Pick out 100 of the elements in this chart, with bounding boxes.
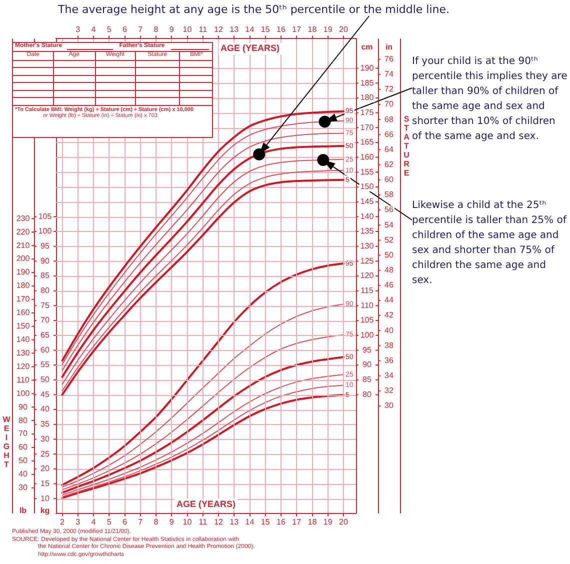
- y2-tick-label: 140: [16, 334, 30, 344]
- y2-axis-title: in: [385, 42, 393, 52]
- y-tick-label: 85: [362, 375, 372, 384]
- x-tick-label: 6: [122, 517, 128, 526]
- y2-tick-label: 46: [384, 280, 394, 290]
- y-tick-label: 150: [360, 182, 374, 192]
- x2-tick-label: 7: [138, 25, 144, 34]
- y2-tick-label: 66: [384, 130, 394, 139]
- y2-tick-label: 70: [18, 429, 28, 438]
- x-tick-label: 14: [245, 517, 255, 526]
- y-tick-label: 95: [40, 242, 50, 251]
- y-tick-label: 75: [40, 300, 50, 310]
- x2-tick-label: 4: [91, 25, 96, 34]
- y-tick-label: 20: [40, 464, 50, 474]
- x-tick-label: 11: [198, 517, 208, 526]
- x2-axis-title: AGE (YEARS): [220, 43, 280, 54]
- y2-tick-label: 50: [18, 456, 28, 466]
- x2-tick-label: 19: [323, 25, 333, 34]
- x-tick-label: 13: [230, 517, 240, 526]
- y-tick-label: 165: [360, 138, 374, 147]
- y2-tick-label: 58: [384, 190, 394, 200]
- y-tick-label: 155: [360, 167, 374, 176]
- y-tick-label: 135: [360, 226, 374, 236]
- y2-tick-label: 230: [16, 214, 30, 223]
- y2-tick-label: 42: [384, 310, 394, 320]
- y-tick-label: 55: [40, 360, 50, 370]
- x-tick-label: 5: [106, 517, 112, 526]
- y2-tick-label: 70: [384, 100, 394, 109]
- y-tick-label: 180: [360, 93, 374, 102]
- y-tick-label: 185: [360, 78, 374, 88]
- x2-tick-label: 20: [339, 25, 348, 34]
- x2-tick-label: 15: [260, 25, 270, 34]
- x2-tick-label: 8: [154, 25, 159, 34]
- y2-tick-label: 64: [384, 144, 394, 154]
- y-tick-label: 40: [40, 404, 50, 414]
- x-tick-label: 18: [308, 517, 318, 526]
- annotation: If your child is at the 90ᵗʰ percentile this implies they are taller than 90% of children of the same age and sex and shorter than 10% of children of the same age and sex.: [412, 55, 568, 144]
- y2-tick-label: 44: [384, 296, 394, 305]
- y-tick-label: 190: [360, 63, 374, 72]
- y2-tick-label: 60: [18, 442, 28, 452]
- x-tick-label: 3: [76, 517, 81, 526]
- x2-tick-label: 13: [230, 25, 240, 34]
- y2-tick-label: 56: [384, 205, 394, 214]
- y2-tick-label: 100: [16, 388, 30, 398]
- x-axis-title: AGE (YEARS): [176, 498, 236, 509]
- y2-tick-label: 72: [384, 84, 394, 94]
- x-tick-label: 15: [260, 517, 270, 526]
- x-tick-label: 4: [91, 517, 96, 526]
- x2-tick-label: 17: [292, 25, 302, 34]
- y-tick-label: 95: [362, 345, 372, 354]
- y-tick-label: 10: [40, 494, 50, 503]
- x-tick-label: 12: [214, 517, 224, 526]
- y2-tick-label: 40: [18, 470, 28, 479]
- y2-tick-label: 30: [18, 483, 28, 492]
- y-tick-label: 25: [40, 449, 50, 458]
- text: STATURE: [402, 114, 411, 178]
- y-tick-label: 120: [360, 271, 374, 280]
- y2-tick-label: 90: [18, 402, 28, 412]
- y-tick-label: 15: [40, 478, 50, 488]
- y2-tick-label: 40: [384, 326, 394, 335]
- y-tick-label: 170: [360, 122, 374, 132]
- annotation: The average height at any age is the 50ᵗʰ percentile or the middle line.: [58, 3, 450, 17]
- x2-tick-label: 18: [308, 25, 318, 34]
- y-tick-label: 45: [40, 390, 50, 399]
- y-tick-label: 105: [38, 212, 52, 221]
- y-tick-label: 140: [360, 212, 374, 221]
- y2-axis-title: lb: [19, 506, 27, 515]
- x2-tick-label: 16: [276, 25, 286, 34]
- x2-tick-label: 10: [182, 25, 192, 34]
- y2-tick-label: 150: [16, 322, 30, 331]
- y2-tick-label: 80: [18, 416, 28, 425]
- y-tick-label: 130: [360, 242, 374, 251]
- y-tick-label: 65: [40, 330, 50, 340]
- y2-tick-label: 32: [384, 386, 394, 396]
- y2-tick-label: 60: [384, 175, 394, 184]
- y2-tick-label: 68: [384, 114, 394, 124]
- y-tick-label: 90: [362, 360, 372, 370]
- y2-tick-label: 38: [384, 340, 394, 350]
- y-tick-label: 70: [40, 316, 50, 325]
- x-tick-label: 2: [60, 517, 66, 526]
- y2-tick-label: 190: [16, 268, 30, 277]
- y2-tick-label: 200: [16, 254, 30, 264]
- annotation: Likewise a child at the 25ᵗʰ percentile is taller than 25% of children of the same age and sex and shorter than 75% of children the same age and sex.: [412, 199, 568, 288]
- y2-tick-label: 52: [384, 235, 394, 244]
- y-tick-label: 110: [360, 300, 374, 310]
- x-tick-label: 8: [154, 517, 159, 526]
- y-tick-label: 60: [40, 345, 50, 354]
- y2-tick-label: 76: [384, 54, 394, 64]
- y-tick-label: 80: [40, 286, 50, 296]
- x-tick-label: 10: [182, 517, 192, 526]
- y-axis-title: cm: [361, 42, 373, 52]
- y-tick-label: 50: [40, 375, 50, 384]
- y-tick-label: 35: [40, 420, 50, 429]
- y2-tick-label: 48: [384, 266, 394, 275]
- x-tick-label: 9: [169, 517, 174, 526]
- y-tick-label: 100: [38, 226, 52, 236]
- y2-tick-label: 170: [16, 294, 30, 304]
- y-tick-label: 105: [360, 316, 374, 325]
- y2-tick-label: 120: [16, 362, 30, 371]
- y-tick-label: 125: [360, 256, 374, 266]
